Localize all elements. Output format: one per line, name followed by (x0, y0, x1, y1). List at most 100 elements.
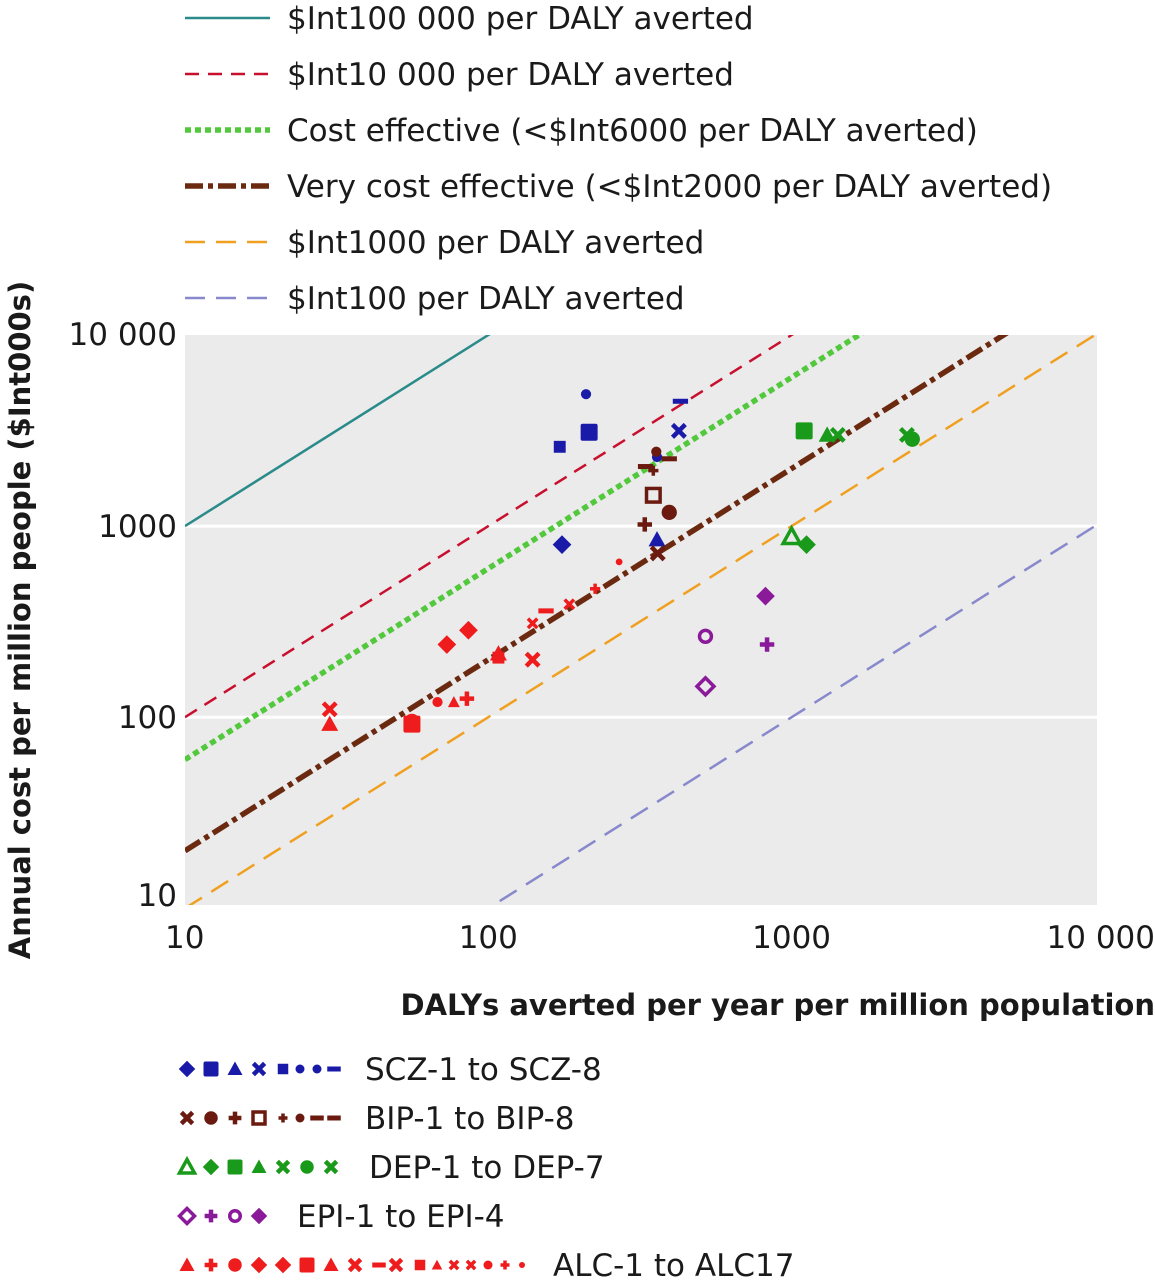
point-bip-6 (651, 446, 662, 457)
x-tick-label: 100 (459, 920, 518, 956)
reference-line-legend: $Int100 000 per DALY averted $Int10 000 p… (185, 1, 1052, 317)
legend-marker (274, 1256, 292, 1274)
legend-marker (295, 1113, 305, 1123)
x-axis-ticks: 10 100 1000 10 000 (165, 920, 1155, 956)
point-alc-14 (563, 598, 576, 611)
legend-marker (327, 1115, 341, 1121)
point-alc-10 (524, 651, 541, 668)
legend-marker (204, 1209, 218, 1223)
point-alc-8 (321, 701, 338, 718)
legend-group-label: BIP-1 to BIP-8 (365, 1101, 575, 1137)
legend-marker (228, 1111, 242, 1125)
x-axis-title: DALYs averted per year per million popul… (401, 988, 1155, 1022)
x-tick-label: 1000 (752, 920, 831, 956)
legend-label-4: Very cost effective (<$Int2000 per DALY … (287, 169, 1052, 205)
point-scz-3 (648, 531, 666, 547)
point-alc-16 (590, 583, 601, 594)
point-alc-1 (321, 715, 339, 731)
point-dep-1 (780, 524, 804, 546)
legend-marker (251, 1159, 267, 1173)
legend-marker (327, 1066, 341, 1072)
legend-marker (275, 1159, 291, 1175)
legend-marker (312, 1064, 322, 1074)
legend-group-label: ALC-1 to ALC17 (553, 1248, 794, 1280)
legend-marker (202, 1158, 220, 1176)
reference-line-1 (185, 335, 491, 528)
legend-marker (465, 1259, 477, 1271)
data-points (321, 389, 920, 733)
point-alc-17 (615, 558, 623, 566)
point-scz-4 (670, 422, 687, 439)
point-scz-5 (553, 440, 566, 453)
reference-lines (185, 335, 1096, 905)
legend-label-1: $Int100 000 per DALY averted (287, 1, 754, 37)
point-bip-4 (644, 486, 662, 504)
y-tick-label: 10 000 (69, 317, 177, 353)
legend-marker (448, 1259, 460, 1271)
point-alc-15 (432, 696, 443, 708)
point-dep-3 (795, 422, 813, 440)
point-epi-2 (759, 637, 775, 652)
legend-marker (519, 1262, 525, 1268)
legend-label-5: $Int1000 per DALY averted (287, 225, 704, 261)
legend-marker (310, 1115, 324, 1121)
legend-label-6: $Int100 per DALY averted (287, 281, 685, 317)
legend-marker (227, 1061, 243, 1075)
point-alc-4 (437, 635, 457, 654)
legend-marker (178, 1060, 196, 1078)
legend-marker (300, 1160, 314, 1174)
legend-marker (500, 1260, 510, 1270)
point-alc-11 (492, 651, 505, 664)
y-axis-ticks: 10 100 1000 10 000 (69, 317, 177, 914)
point-epi-1 (694, 675, 717, 698)
legend-label-2: $Int10 000 per DALY averted (287, 57, 734, 93)
legend-marker (250, 1207, 268, 1225)
legend-marker (323, 1159, 339, 1175)
point-dep-2 (797, 535, 816, 554)
point-bip-3 (637, 517, 652, 532)
reference-line-4 (185, 335, 1009, 854)
legend-marker (347, 1257, 363, 1273)
reference-line-2 (185, 335, 794, 719)
point-alc-6 (403, 715, 421, 733)
legend-marker (228, 1258, 242, 1272)
legend-marker (483, 1260, 493, 1270)
y-tick-label: 100 (118, 700, 177, 736)
y-tick-label: 10 (138, 878, 177, 914)
legend-marker (250, 1256, 268, 1274)
legend-marker (204, 1111, 218, 1125)
legend-marker (204, 1258, 218, 1272)
point-scz-8 (672, 398, 689, 404)
legend-marker (228, 1209, 242, 1223)
legend-marker (323, 1257, 339, 1271)
point-dep-4 (818, 426, 836, 442)
legend-marker (278, 1113, 288, 1123)
reference-line-6 (491, 525, 1096, 905)
legend-marker (179, 1257, 195, 1271)
legend-marker (414, 1259, 426, 1271)
legend-marker (295, 1064, 305, 1074)
point-alc-13 (526, 617, 539, 630)
point-scz-2 (580, 423, 598, 441)
reference-line-5 (187, 335, 1096, 905)
legend-marker (372, 1262, 386, 1268)
legend-marker (177, 1206, 197, 1226)
legend-marker (203, 1061, 219, 1077)
point-alc-9 (538, 608, 554, 614)
point-epi-4 (756, 586, 775, 606)
legend-marker (227, 1159, 243, 1175)
point-bip-8 (661, 456, 677, 462)
point-dep-7 (898, 426, 915, 443)
legend-marker (299, 1257, 315, 1273)
point-alc-12 (447, 696, 460, 708)
legend-marker (251, 1110, 267, 1126)
point-bip-7 (637, 464, 654, 470)
x-tick-label: 10 000 (1047, 920, 1155, 956)
y-axis-title: Annual cost per million people ($Int000s… (3, 281, 37, 959)
point-scz-6 (580, 389, 592, 400)
legend-group-label: EPI-1 to EPI-4 (297, 1199, 505, 1235)
legend-marker (179, 1110, 195, 1126)
legend-marker (176, 1155, 198, 1175)
point-alc-2 (459, 691, 475, 706)
legend-group-label: DEP-1 to DEP-7 (369, 1150, 605, 1186)
